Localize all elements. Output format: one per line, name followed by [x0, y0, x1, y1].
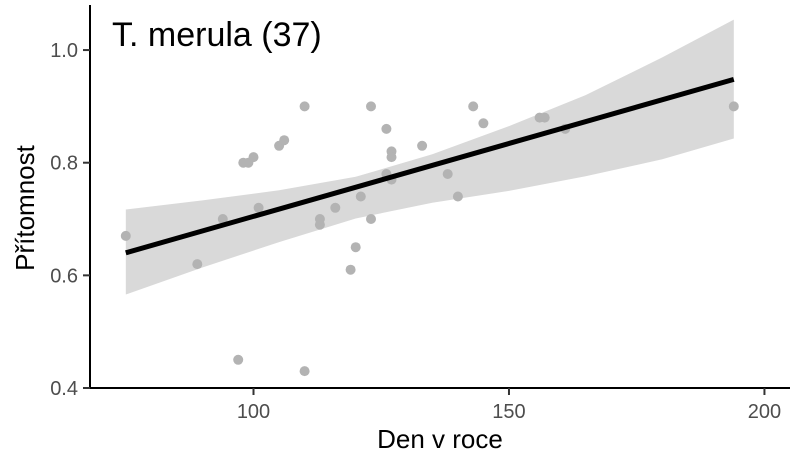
x-tick-label: 200	[748, 401, 781, 423]
data-point	[299, 101, 310, 112]
regression-line	[125, 76, 735, 256]
data-point	[253, 202, 264, 213]
data-point	[314, 219, 325, 230]
data-point	[442, 169, 453, 179]
data-point	[233, 354, 244, 365]
x-axis-title: Den v roce	[377, 424, 503, 452]
data-point	[217, 214, 228, 224]
y-tick-label: 1.0	[50, 40, 78, 62]
chart-title: T. merula (37)	[112, 16, 322, 54]
y-tick-label: 0.4	[50, 378, 78, 400]
x-axis-ticks: 100 150 200	[237, 388, 781, 423]
data-point	[366, 101, 376, 112]
data-point	[192, 259, 203, 270]
data-point	[468, 101, 479, 112]
data-point	[279, 135, 290, 146]
data-point	[299, 366, 310, 377]
y-axis-ticks: 0.4 0.6 0.8 1.0	[50, 40, 90, 400]
data-point	[120, 230, 131, 241]
data-point	[248, 152, 259, 163]
y-axis-title: Přítomnost	[10, 144, 40, 270]
data-point	[330, 202, 341, 213]
data-point	[417, 140, 428, 151]
confidence-band	[125, 19, 734, 295]
y-tick-label: 0.8	[50, 153, 78, 175]
data-point	[728, 101, 739, 112]
y-tick-label: 0.6	[50, 265, 78, 287]
data-point	[366, 214, 376, 224]
x-tick-label: 100	[237, 401, 270, 423]
data-point	[350, 242, 361, 253]
data-points	[120, 101, 739, 377]
data-point	[345, 264, 356, 275]
data-point	[452, 191, 463, 202]
data-point	[355, 191, 366, 202]
data-point	[381, 123, 392, 134]
x-tick-label: 150	[492, 401, 525, 423]
data-point	[478, 118, 489, 129]
data-point	[539, 112, 550, 123]
data-point	[386, 152, 397, 163]
